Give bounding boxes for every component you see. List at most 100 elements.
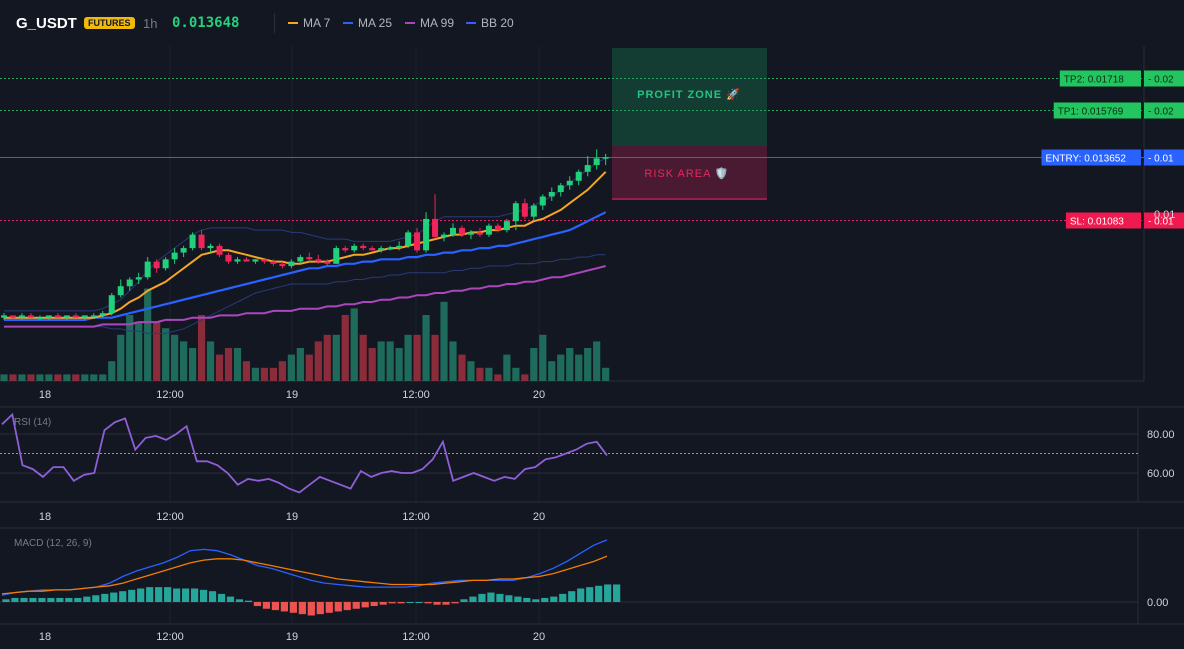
level-tag-text-entry: ENTRY: 0.013652	[1046, 154, 1127, 165]
candle-body	[539, 196, 546, 206]
candle-body	[225, 254, 232, 262]
candle-body	[351, 245, 358, 251]
macd-hist-bar	[487, 592, 495, 602]
candle-body	[216, 245, 223, 255]
macd-hist-bar	[451, 602, 459, 604]
time-axis-tick: 19	[286, 389, 298, 401]
timeframe-selector[interactable]: 1h	[143, 16, 158, 31]
candle-body	[548, 191, 555, 197]
macd-hist-bar	[65, 597, 73, 602]
volume-bar	[260, 367, 269, 381]
time-axis-tick: 19	[286, 511, 298, 523]
macd-hist-bar	[442, 602, 450, 605]
macd-hist-bar	[424, 602, 432, 604]
candle-body	[171, 252, 178, 260]
macd-hist-bar	[478, 593, 486, 602]
candle-body	[99, 313, 106, 316]
time-axis-tick: 12:00	[402, 631, 430, 643]
level-axis-tag-tp	[1144, 70, 1184, 87]
rsi-pane	[0, 412, 1138, 494]
candle-body	[45, 315, 52, 318]
time-axis-tick: 12:00	[402, 389, 430, 401]
candle-body	[557, 185, 564, 192]
volume-bar	[215, 354, 224, 381]
macd-hist-bar	[532, 599, 540, 602]
macd-hist-bar	[2, 599, 10, 602]
volume-bar	[476, 367, 484, 381]
macd-hist-bar	[11, 597, 19, 602]
candle-body	[198, 234, 205, 249]
candle-body	[333, 248, 340, 264]
volume-bar	[314, 341, 322, 381]
candle-body	[81, 315, 88, 318]
macd-line	[1, 539, 608, 596]
volume-bar	[153, 321, 161, 381]
level-tag-text-sl: SL: 0.01083	[1070, 217, 1124, 228]
candle-body	[9, 315, 16, 318]
macd-hist-bar	[101, 593, 109, 602]
volume-bar	[81, 374, 89, 381]
risk-zone	[612, 146, 767, 200]
candle-body	[414, 232, 421, 251]
macd-pane	[1, 539, 621, 616]
volume-bar	[18, 374, 26, 381]
macd-hist-bar	[190, 588, 199, 602]
time-axis-tick: 18	[39, 511, 51, 523]
volume-bar	[557, 354, 565, 381]
volume-bar	[584, 348, 592, 381]
candle-body	[18, 315, 25, 318]
candle-body	[252, 259, 259, 262]
volume-bar	[305, 354, 313, 381]
volume-bar	[467, 361, 475, 381]
price-axis-tick: 0.01	[1154, 209, 1175, 221]
volume-bar	[144, 288, 152, 381]
symbol-title[interactable]: G_USDT	[16, 15, 77, 32]
candle-body	[243, 259, 250, 262]
macd-hist-bar	[262, 602, 271, 609]
legend-bb20[interactable]: BB 20	[466, 16, 514, 30]
volume-bar	[404, 334, 412, 381]
chart-header: G_USDT FUTURES 1h 0.013648 MA 7 MA 25 MA…	[0, 0, 1184, 46]
macd-hist-bar	[604, 584, 612, 602]
candle-body	[378, 248, 385, 251]
volume-bar	[278, 361, 286, 381]
macd-hist-bar	[406, 602, 414, 603]
volume-bar	[503, 354, 511, 381]
macd-label: MACD (12, 26, 9)	[14, 538, 92, 549]
volume-bar	[512, 367, 520, 381]
candle-body	[261, 259, 268, 262]
volume-bar	[341, 315, 349, 381]
ma25-line	[4, 211, 607, 321]
time-axis-tick: 12:00	[156, 389, 184, 401]
macd-hist-bar	[74, 597, 82, 602]
level-axis-text-tp: - 0.02	[1148, 107, 1174, 118]
legend-ma7[interactable]: MA 7	[288, 16, 330, 30]
macd-hist-bar	[316, 602, 324, 615]
macd-hist-bar	[568, 591, 576, 602]
time-axis: 18 12:00 19 12:00 20 18 12:00 19 12:00 20 18 12:00 1…	[39, 389, 545, 643]
legend-ma99[interactable]: MA 99	[405, 16, 454, 30]
macd-hist-bar	[155, 587, 163, 602]
macd-hist-bar	[92, 595, 100, 602]
macd-hist-bar	[586, 587, 594, 602]
volume-bar	[548, 361, 556, 381]
legend-bb20-label: BB 20	[481, 16, 514, 30]
volume-bar	[180, 341, 188, 381]
candle-body	[306, 257, 313, 260]
ma99-line	[4, 265, 606, 328]
macd-hist-bar	[298, 602, 306, 615]
time-axis-tick: 19	[286, 631, 298, 643]
volume-bar	[458, 354, 466, 381]
candles	[1, 149, 609, 320]
volume-bar	[530, 348, 538, 381]
volume-bar	[269, 367, 277, 381]
macd-hist-bar	[128, 589, 136, 602]
candle-body	[117, 286, 124, 296]
candle-body	[602, 157, 609, 159]
macd-hist-bar	[559, 593, 567, 602]
volume-bar	[350, 308, 358, 381]
macd-hist-bar	[379, 602, 387, 605]
level-axis-tag-tp	[1144, 102, 1184, 119]
legend-ma25[interactable]: MA 25	[343, 16, 392, 30]
